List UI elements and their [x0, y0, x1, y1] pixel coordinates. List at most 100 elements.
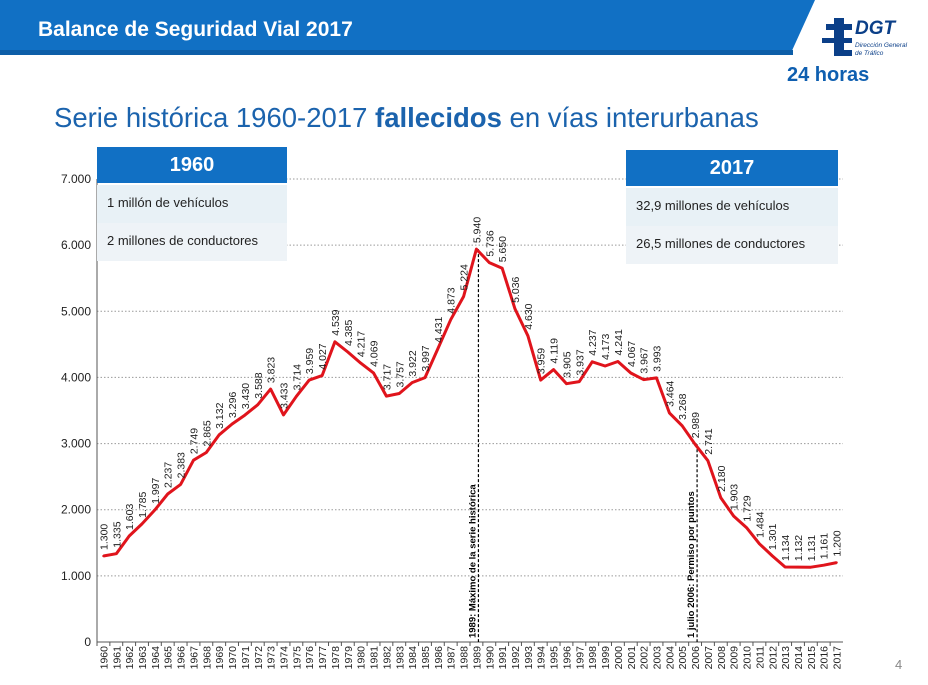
x-tick-label: 1973 — [266, 646, 278, 670]
data-label: 3.905 — [561, 351, 573, 377]
data-label: 3.588 — [253, 372, 265, 398]
info-box-row: 2 millones de conductores — [97, 223, 287, 261]
x-tick-label: 2002 — [639, 646, 651, 670]
x-tick-label: 1964 — [150, 646, 162, 670]
data-label: 1.603 — [124, 504, 136, 530]
data-point — [668, 411, 671, 415]
data-label: 1.132 — [793, 535, 805, 561]
data-label: 5.940 — [471, 217, 483, 243]
data-point — [179, 483, 182, 486]
data-label: 4.027 — [317, 343, 329, 369]
dgt-logo-icon — [822, 18, 852, 56]
data-label: 1.903 — [729, 484, 741, 510]
data-point — [140, 522, 144, 526]
x-tick-label: 1965 — [163, 646, 175, 670]
data-label: 4.431 — [433, 316, 445, 342]
data-point — [526, 334, 530, 337]
x-tick-label: 1975 — [291, 646, 303, 670]
data-label: 5.224 — [459, 264, 471, 290]
x-tick-label: 1992 — [510, 646, 522, 670]
x-tick-label: 1986 — [433, 646, 445, 670]
data-point — [552, 368, 555, 371]
data-label: 5.036 — [510, 276, 522, 302]
data-label: 4.069 — [369, 340, 381, 366]
banner-title: Balance de Seguridad Vial 2017 — [38, 18, 353, 41]
data-point — [539, 378, 542, 382]
data-label: 4.385 — [343, 320, 355, 346]
annotation-label: 1 julio 2006: Permiso por puntos — [686, 491, 697, 638]
data-label: 4.067 — [626, 341, 638, 367]
data-label: 4.873 — [446, 287, 458, 313]
x-tick-label: 1977 — [317, 646, 329, 670]
x-tick-label: 1989 — [471, 646, 483, 670]
data-label: 1.301 — [767, 524, 779, 550]
data-label: 1.161 — [819, 533, 831, 559]
x-tick-label: 1995 — [549, 646, 561, 670]
data-point — [488, 261, 491, 264]
title-bold: fallecidos — [375, 102, 502, 133]
data-point — [205, 451, 208, 454]
series-line — [103, 247, 837, 569]
x-tick-label: 1990 — [484, 646, 496, 670]
x-tick-label: 2012 — [767, 646, 779, 670]
data-label: 3.757 — [394, 361, 406, 387]
x-tick-label: 2014 — [793, 646, 805, 670]
x-tick-label: 1972 — [253, 646, 265, 670]
x-tick-label: 2005 — [677, 646, 689, 670]
x-tick-label: 1993 — [523, 646, 535, 670]
data-label: 3.717 — [381, 364, 393, 390]
data-label: 4.539 — [330, 309, 342, 335]
data-label: 1.335 — [111, 521, 123, 547]
info-box-row: 32,9 millones de vehículos — [626, 188, 838, 226]
data-point — [475, 247, 478, 251]
page-number: 4 — [895, 657, 903, 672]
data-point — [269, 387, 272, 391]
x-tick-label: 1987 — [446, 646, 458, 670]
x-tick-label: 1985 — [420, 646, 432, 670]
data-point — [681, 424, 684, 428]
data-label: 4.241 — [613, 329, 625, 355]
x-tick-label: 1969 — [214, 646, 226, 670]
data-point — [256, 403, 259, 406]
y-tick-label: 3.000 — [61, 437, 91, 451]
x-tick-label: 1994 — [536, 646, 548, 670]
data-label: 3.268 — [677, 393, 689, 419]
data-point — [758, 542, 761, 546]
x-tick-label: 2017 — [832, 646, 844, 670]
data-point — [642, 378, 645, 381]
data-point — [693, 443, 697, 446]
info-box-row: 1 millón de vehículos — [97, 185, 287, 223]
x-tick-label: 1961 — [111, 646, 123, 670]
data-label: 1.200 — [832, 530, 844, 556]
x-tick-label: 1976 — [304, 646, 316, 670]
x-tick-label: 1982 — [381, 646, 393, 670]
x-tick-label: 1974 — [279, 646, 291, 670]
logo-text: DGT — [855, 18, 896, 39]
data-point — [629, 371, 632, 375]
data-label: 2.383 — [176, 452, 188, 478]
data-point — [372, 371, 375, 375]
y-tick-label: 2.000 — [61, 503, 91, 517]
data-point — [796, 565, 800, 569]
data-label: 4.237 — [587, 329, 599, 355]
y-tick-label: 4.000 — [61, 370, 91, 384]
y-tick-label: 5.000 — [61, 304, 91, 318]
data-label: 1.131 — [806, 535, 818, 561]
data-point — [282, 413, 285, 417]
data-label: 5.650 — [497, 236, 509, 262]
data-point — [590, 360, 594, 363]
title-part: en vías interurbanas — [501, 102, 759, 133]
x-tick-label: 1999 — [600, 646, 612, 670]
data-point — [436, 347, 440, 351]
x-tick-label: 2016 — [819, 646, 831, 670]
data-point — [462, 295, 465, 298]
data-label: 3.132 — [214, 402, 226, 428]
data-label: 3.997 — [420, 345, 432, 371]
data-point — [398, 392, 401, 395]
data-label: 2.237 — [163, 462, 175, 488]
data-label: 4.119 — [549, 338, 561, 364]
data-label: 2.741 — [703, 428, 715, 454]
data-label: 2.989 — [690, 412, 702, 438]
data-point — [449, 318, 452, 321]
data-point — [153, 508, 157, 512]
